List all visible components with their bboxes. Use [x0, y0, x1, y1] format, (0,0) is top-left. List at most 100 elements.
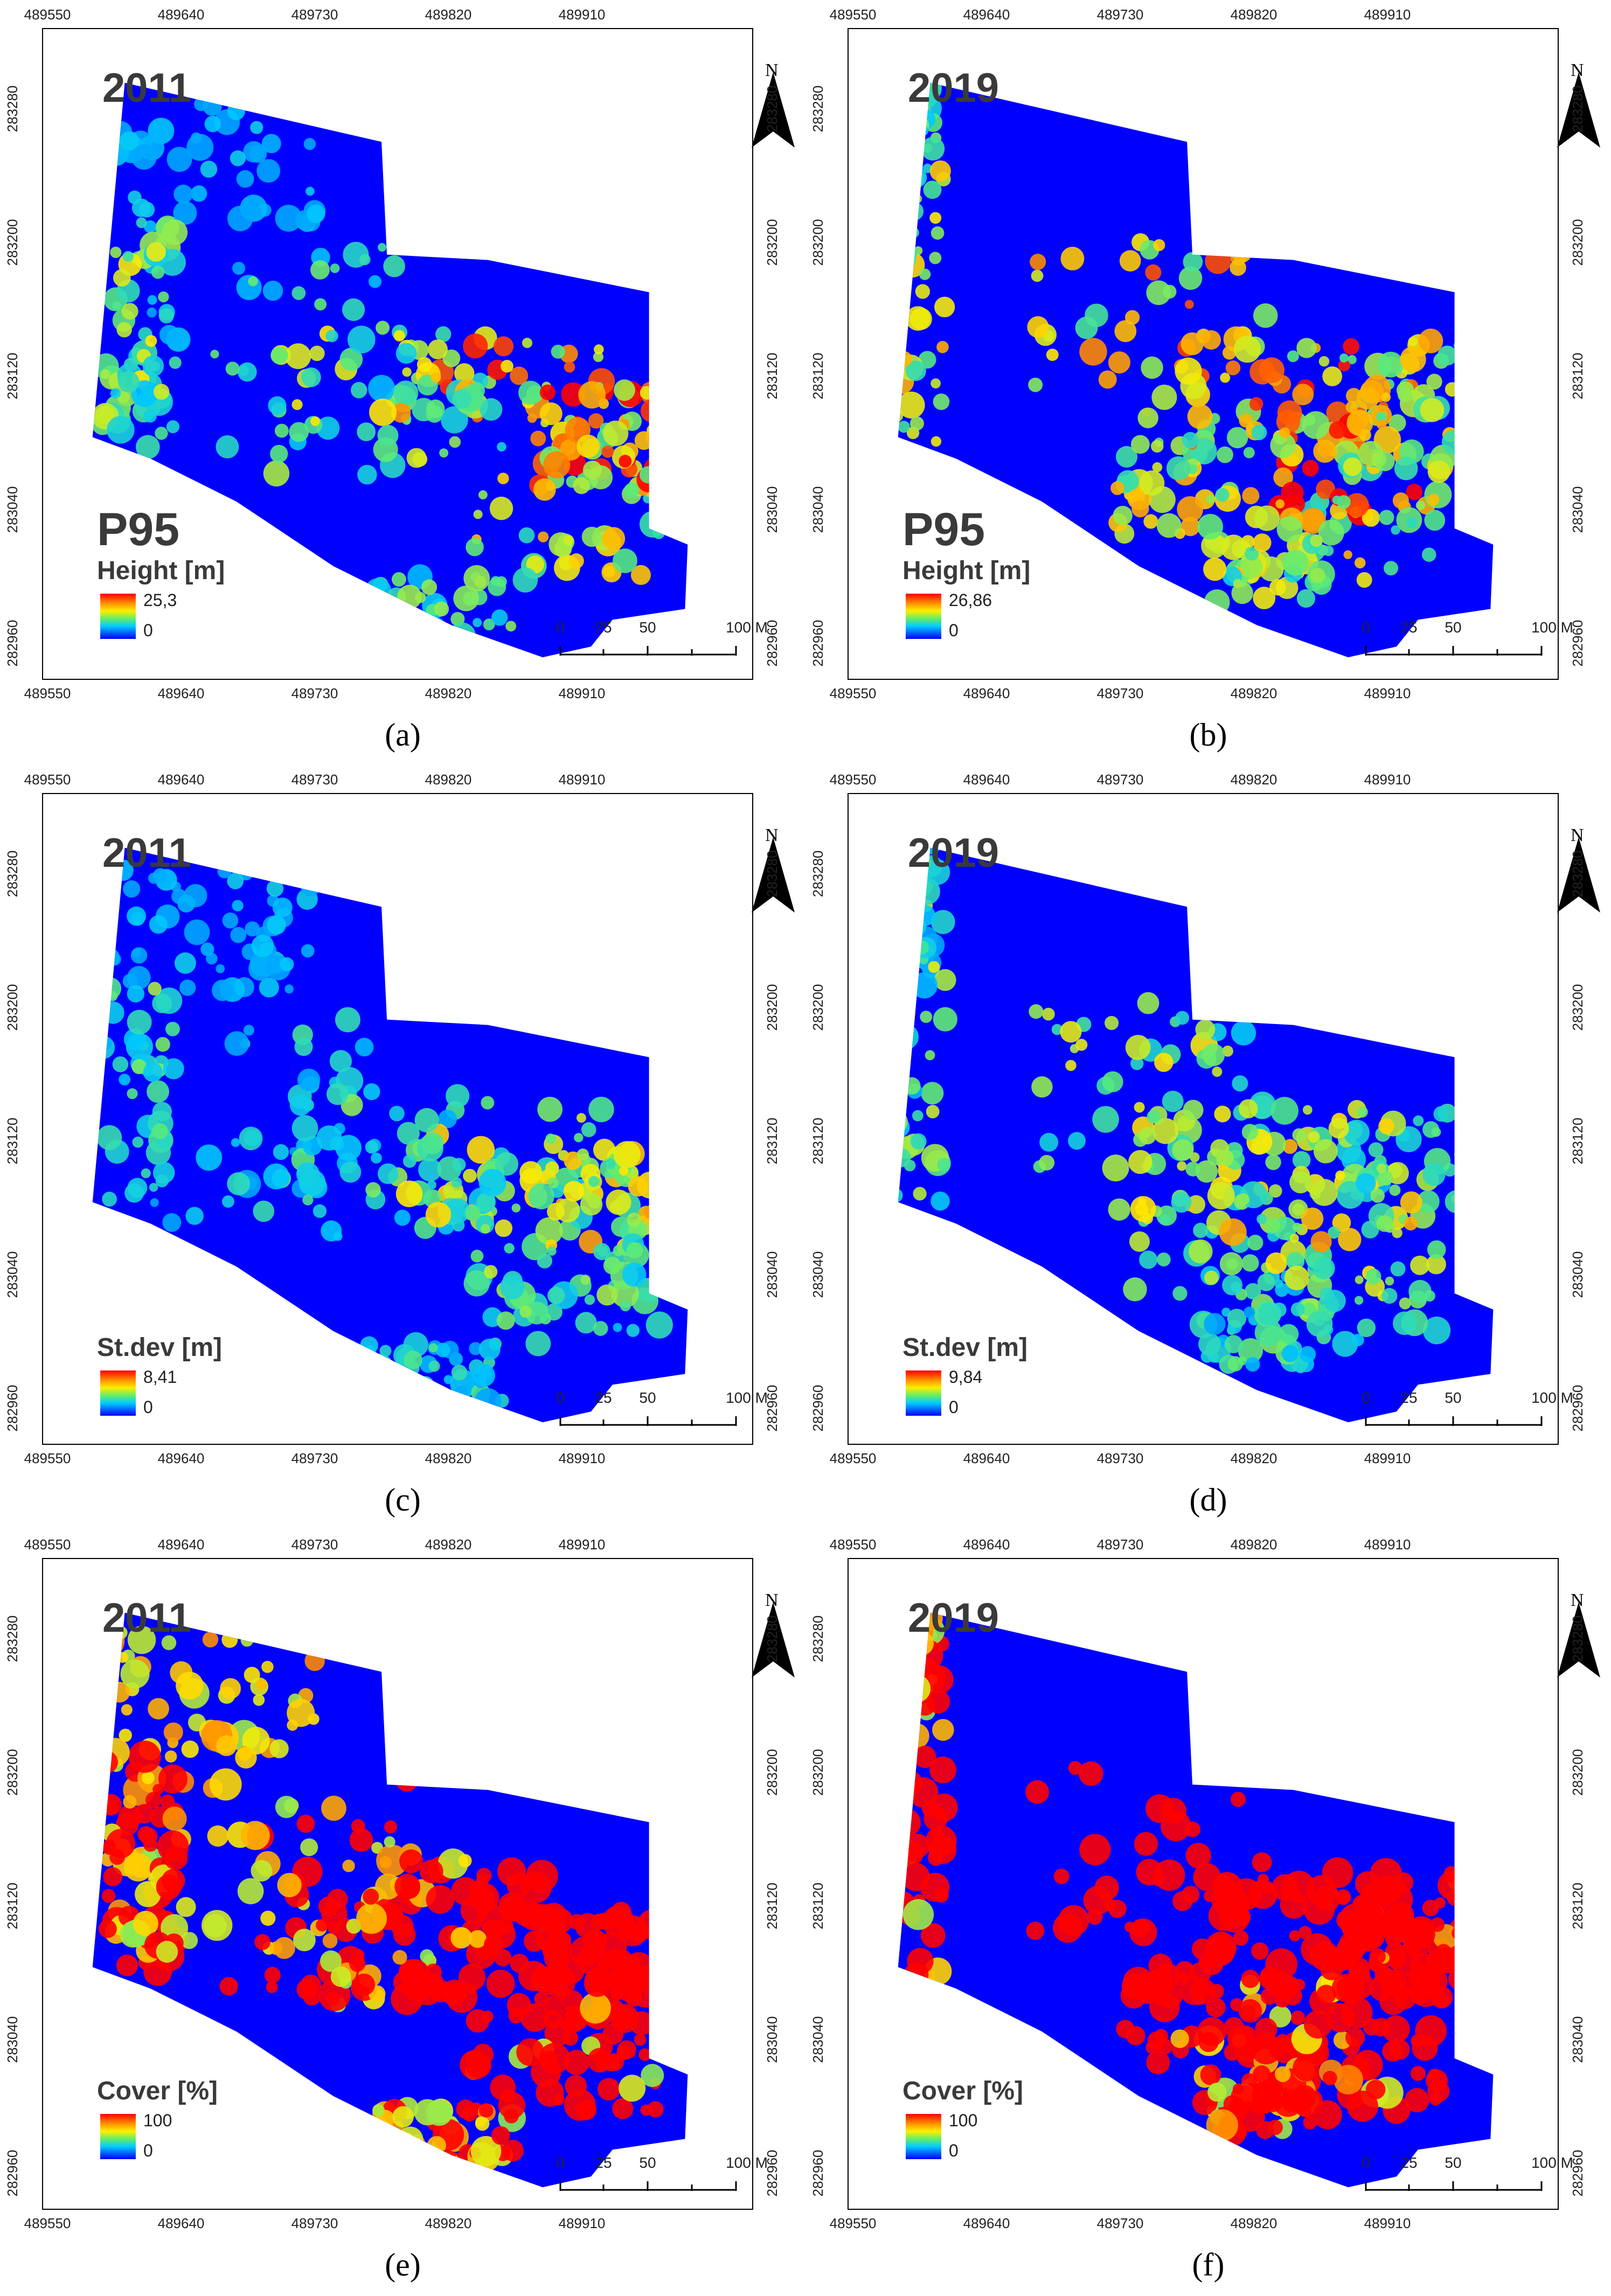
canopy-blob — [433, 1653, 457, 1678]
canopy-blob — [383, 255, 405, 277]
canopy-blob — [1384, 561, 1398, 576]
canopy-blob — [547, 1286, 565, 1304]
canopy-blob — [416, 357, 432, 372]
canopy-blob — [399, 1849, 423, 1874]
canopy-blob — [232, 900, 244, 912]
canopy-blob — [1256, 1664, 1273, 1681]
canopy-blob — [1201, 533, 1227, 559]
canopy-blob — [573, 477, 591, 495]
canopy-blob — [1233, 579, 1242, 588]
canopy-blob — [1079, 338, 1107, 366]
canopy-blob — [898, 1188, 903, 1203]
x-tick-label: 489640 — [963, 2215, 1010, 2231]
canopy-blob — [1303, 2010, 1332, 2039]
canopy-blob — [436, 1639, 468, 1671]
canopy-blob — [445, 635, 455, 645]
canopy-blob — [1345, 2027, 1365, 2048]
canopy-blob — [434, 893, 455, 914]
canopy-blob — [355, 1038, 374, 1056]
canopy-blob — [433, 1660, 452, 1679]
canopy-blob — [1210, 881, 1235, 906]
canopy-blob — [483, 618, 495, 631]
canopy-blob — [177, 894, 196, 913]
canopy-blob — [237, 1878, 264, 1904]
canopy-blob — [142, 1771, 155, 1785]
canopy-blob — [420, 1949, 434, 1964]
canopy-blob — [921, 137, 945, 161]
canopy-blob — [1215, 895, 1240, 920]
canopy-blob — [519, 1305, 532, 1318]
canopy-blob — [1400, 346, 1426, 373]
canopy-blob — [1025, 1780, 1049, 1804]
canopy-blob — [581, 526, 602, 547]
canopy-blob — [626, 1324, 640, 1337]
canopy-blob — [920, 1873, 950, 1902]
canopy-blob — [584, 1295, 595, 1305]
canopy-blob — [251, 1860, 273, 1882]
canopy-blob — [1126, 2026, 1145, 2045]
canopy-blob — [153, 868, 168, 882]
canopy-blob — [406, 1649, 419, 1662]
canopy-blob — [905, 306, 931, 331]
canopy-blob — [898, 176, 914, 199]
canopy-blob — [1240, 936, 1251, 947]
canopy-blob — [304, 1651, 325, 1671]
canopy-blob — [224, 1031, 249, 1056]
canopy-blob — [368, 595, 384, 612]
canopy-blob — [911, 972, 938, 999]
canopy-blob — [898, 1751, 907, 1780]
canopy-blob — [227, 102, 245, 121]
canopy-blob — [1026, 1922, 1045, 1940]
y-tick-label: 283280 — [1569, 85, 1586, 133]
canopy-blob — [1246, 929, 1263, 948]
canopy-blob — [1237, 1692, 1262, 1718]
canopy-blob — [1154, 1053, 1173, 1072]
scale-bar-label: 25 — [595, 2154, 612, 2171]
canopy-blob — [1302, 1105, 1313, 1115]
canopy-blob — [898, 1675, 900, 1687]
canopy-blob — [1238, 932, 1260, 954]
canopy-blob — [1239, 109, 1267, 137]
canopy-blob — [1441, 430, 1466, 455]
legend-max-value: 9,84 — [949, 1367, 983, 1387]
canopy-blob — [1253, 533, 1272, 552]
canopy-blob — [430, 928, 440, 937]
canopy-blob — [1343, 550, 1352, 559]
canopy-blob — [127, 966, 151, 990]
canopy-blob — [216, 435, 239, 458]
canopy-blob — [1219, 172, 1238, 191]
canopy-blob — [445, 1198, 470, 1223]
canopy-blob — [145, 1792, 162, 1808]
x-tick-label: 489550 — [24, 685, 71, 701]
canopy-blob — [1197, 513, 1223, 540]
canopy-blob — [902, 160, 913, 171]
legend-title: Cover [%] — [902, 2077, 1024, 2105]
canopy-blob — [127, 1625, 156, 1654]
canopy-blob — [1254, 1666, 1280, 1693]
canopy-blob — [1256, 888, 1280, 912]
canopy-blob — [1338, 1228, 1362, 1251]
canopy-blob — [1268, 163, 1289, 183]
canopy-blob — [347, 325, 376, 354]
y-tick-label: 283200 — [763, 219, 780, 266]
x-tick-label: 489640 — [157, 6, 205, 23]
canopy-blob — [1245, 1762, 1261, 1778]
canopy-blob — [138, 201, 155, 218]
canopy-blob — [1030, 254, 1046, 270]
canopy-blob — [907, 168, 927, 187]
canopy-blob — [116, 322, 132, 338]
canopy-blob — [451, 1877, 480, 1905]
canopy-blob — [504, 1243, 515, 1254]
canopy-blob — [404, 1351, 422, 1369]
canopy-blob — [158, 291, 169, 303]
legend-title: Cover [%] — [97, 2077, 218, 2105]
canopy-blob — [923, 180, 942, 199]
canopy-blob — [1253, 2065, 1271, 2083]
canopy-blob — [422, 1692, 444, 1714]
canopy-blob — [657, 1277, 673, 1294]
canopy-blob — [1293, 2055, 1320, 2082]
canopy-blob — [414, 933, 440, 959]
canopy-blob — [1434, 1897, 1446, 1909]
x-tick-label: 489730 — [291, 1536, 338, 1553]
canopy-blob — [1042, 1007, 1055, 1021]
